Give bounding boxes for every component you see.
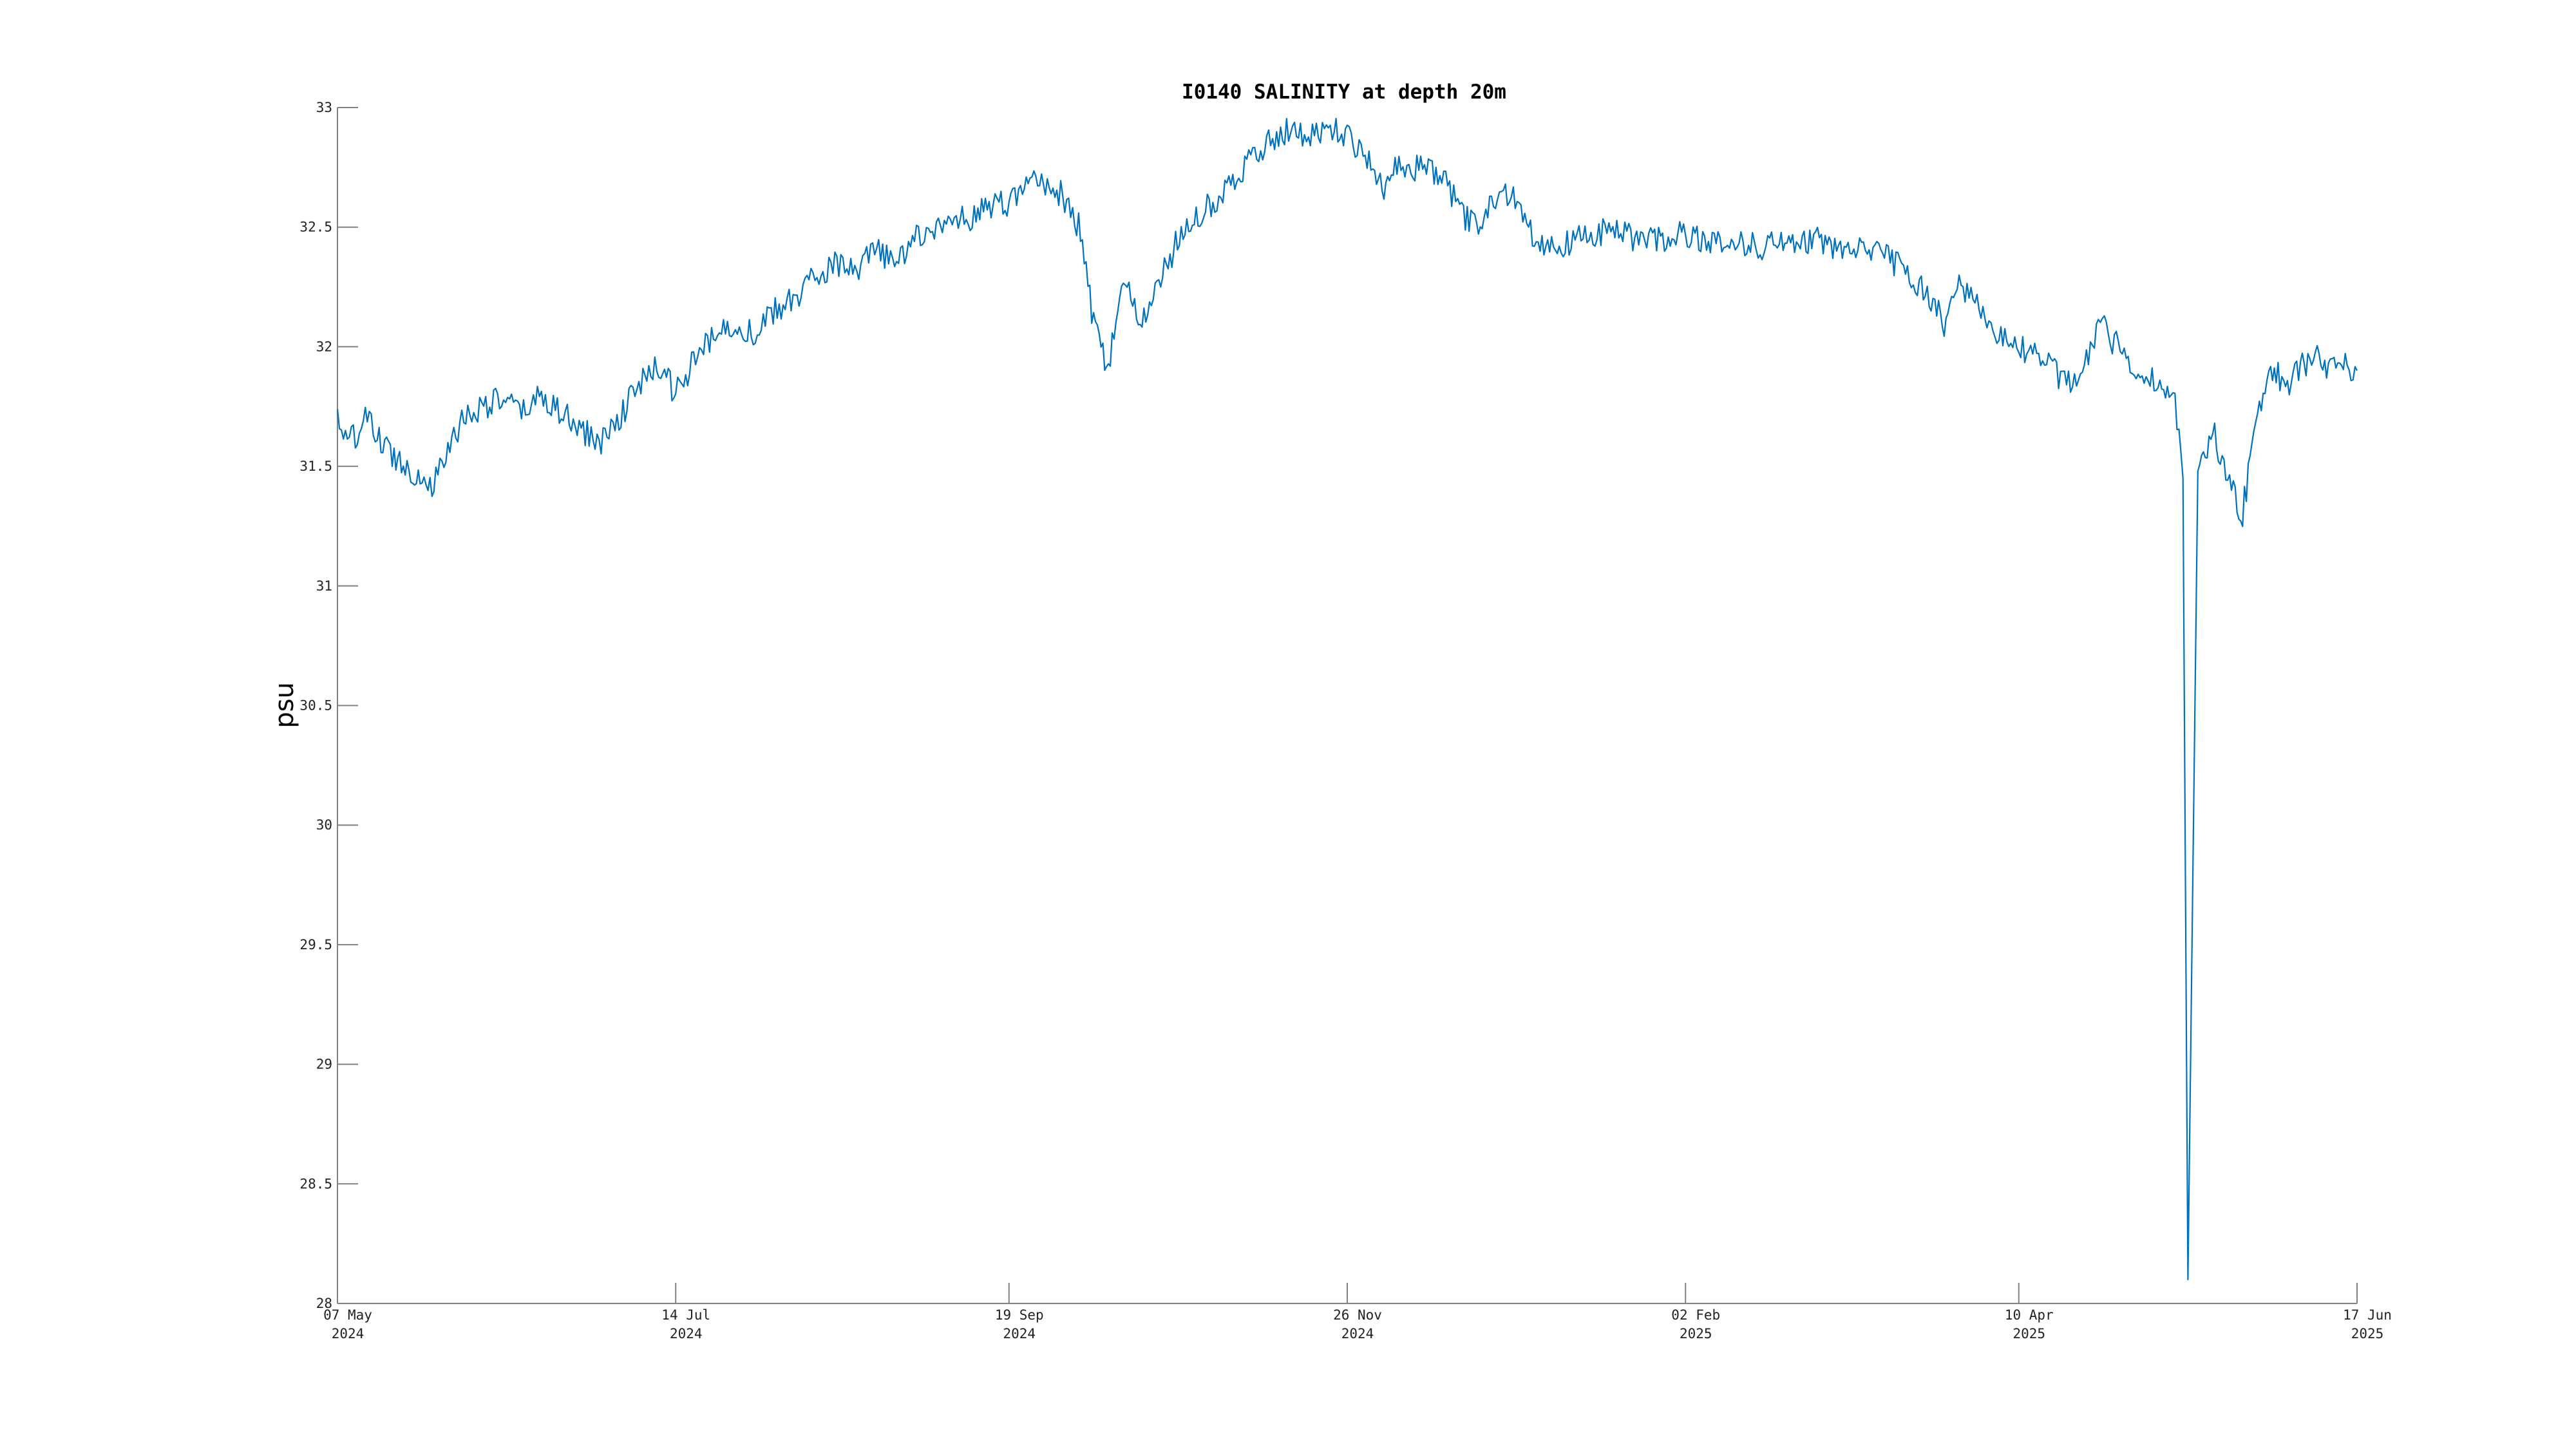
x-tick-label-line1: 19 Sep (995, 1307, 1044, 1323)
chart-title: I0140 SALINITY at depth 20m (1182, 80, 1506, 104)
y-axis-label: psu (270, 682, 299, 728)
x-tick-label-line1: 10 Apr (2005, 1307, 2054, 1323)
x-axis-ticks: 07 May 2024 14 Jul 2024 19 Sep 2024 26 Nov 2024… (323, 1283, 2392, 1341)
x-tick-label-line2: 2025 (1680, 1326, 1712, 1341)
series-layer (336, 118, 2358, 1280)
x-tick-label-line1: 14 Jul (661, 1307, 710, 1323)
y-tick-label: 32.5 (299, 220, 332, 235)
series-line (336, 118, 2358, 1280)
x-tick-label-line2: 2024 (332, 1326, 365, 1341)
y-tick-label: 29 (316, 1057, 332, 1072)
y-tick-label: 32 (316, 339, 332, 354)
x-tick-label-line2: 2024 (670, 1326, 703, 1341)
x-tick-label-line2: 2025 (2351, 1326, 2384, 1341)
y-tick-label: 31 (316, 578, 332, 594)
y-tick-label: 30.5 (299, 698, 332, 714)
x-tick-label-line2: 2024 (1341, 1326, 1374, 1341)
y-tick-label: 30 (316, 817, 332, 833)
x-tick-label-line1: 26 Nov (1333, 1307, 1382, 1323)
y-tick-label: 28 (316, 1296, 332, 1311)
x-tick-label-line2: 2025 (2012, 1326, 2045, 1341)
x-tick-label-line1: 17 Jun (2343, 1307, 2392, 1323)
y-tick-label: 31.5 (299, 459, 332, 474)
x-tick-label-line2: 2024 (1003, 1326, 1036, 1341)
y-axis-ticks: 28 28.5 29 29.5 30 30.5 31 31.5 32 32.5 33 (299, 100, 358, 1311)
x-tick-label-line1: 07 May (323, 1307, 372, 1323)
y-tick-label: 33 (316, 100, 332, 115)
x-tick-label-line1: 02 Feb (1671, 1307, 1720, 1323)
y-tick-label: 29.5 (299, 937, 332, 952)
y-tick-label: 28.5 (299, 1176, 332, 1191)
